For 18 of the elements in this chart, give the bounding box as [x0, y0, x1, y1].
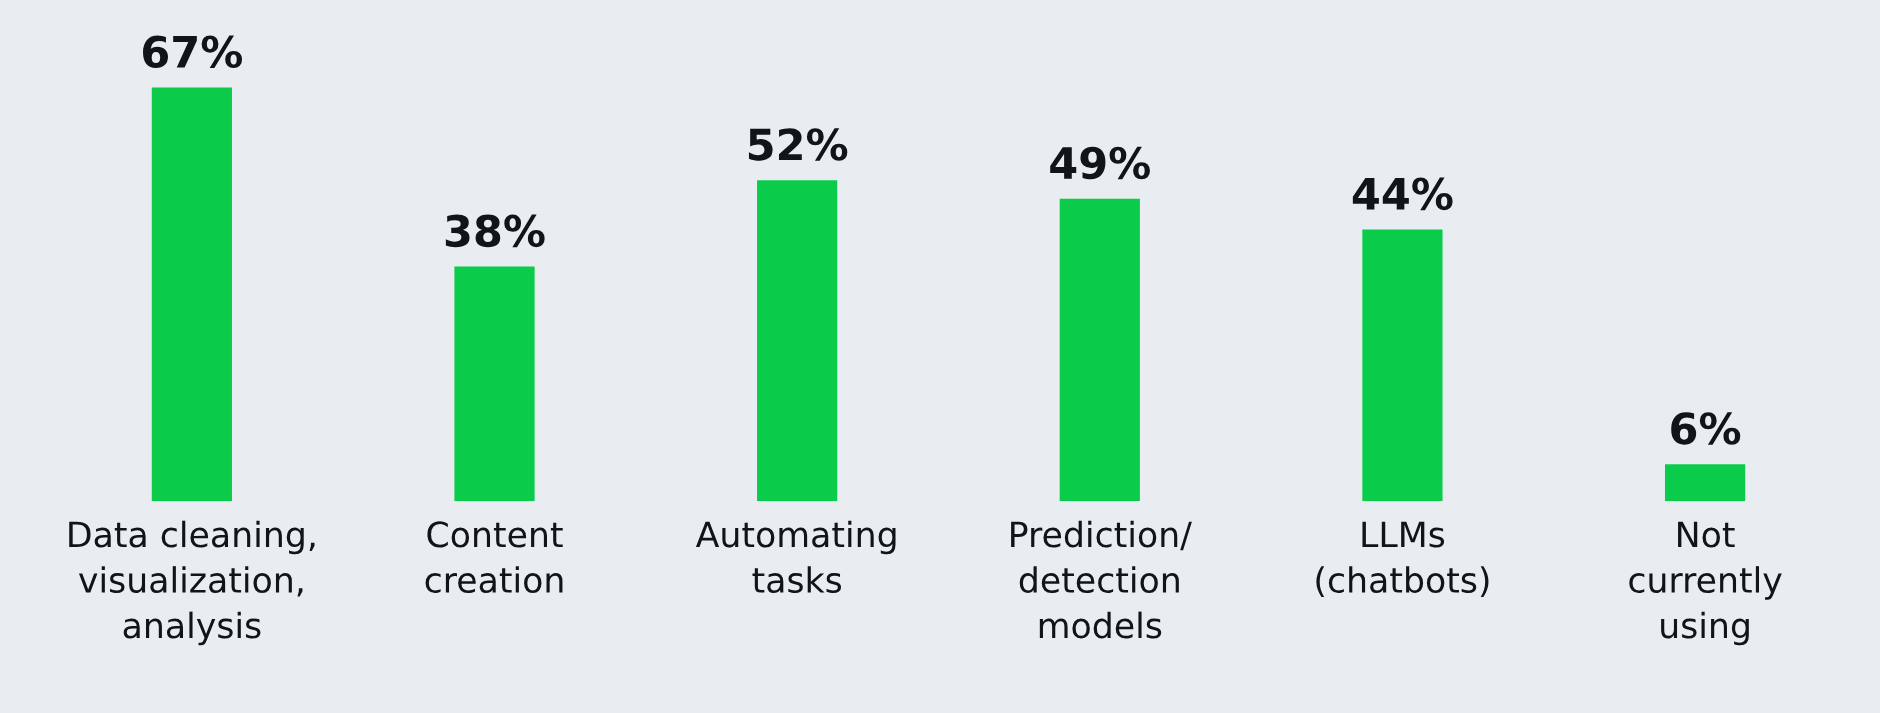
data-label: 52%	[748, 128, 848, 161]
x-tick-label: Prediction/ detection models	[1011, 520, 1192, 639]
bar	[1664, 464, 1746, 502]
bar	[454, 266, 535, 502]
bar	[1362, 229, 1443, 502]
x-tick-label: LLMs (chatbots)	[1316, 521, 1489, 598]
x-tick-label: Automating tasks	[695, 520, 896, 594]
data-label: 38%	[445, 214, 545, 248]
data-label: 44%	[1352, 177, 1453, 211]
data-label: 49%	[1050, 146, 1150, 180]
x-tick-label: Content creation	[425, 521, 563, 594]
data-label: 6%	[1671, 412, 1741, 445]
x-tick-label: Data cleaning, visualization, analysis	[69, 520, 315, 646]
bar	[1059, 198, 1140, 502]
bar	[757, 180, 838, 502]
bar	[151, 87, 232, 502]
x-tick-label: Not currently using	[1629, 521, 1782, 646]
data-label: 67%	[143, 35, 243, 69]
